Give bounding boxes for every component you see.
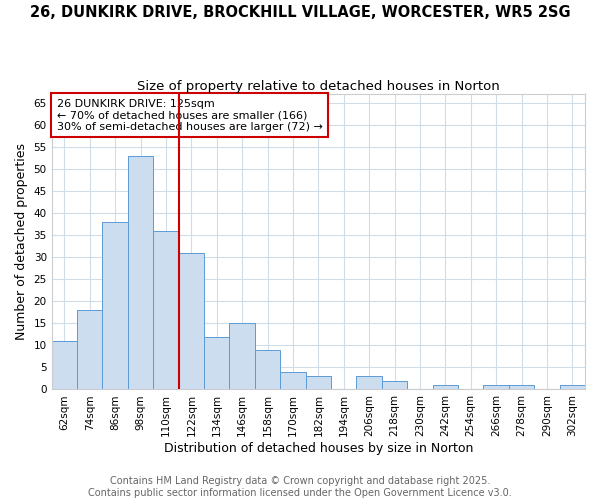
Bar	[280, 372, 305, 390]
Text: 26, DUNKIRK DRIVE, BROCKHILL VILLAGE, WORCESTER, WR5 2SG: 26, DUNKIRK DRIVE, BROCKHILL VILLAGE, WO…	[29, 5, 571, 20]
Bar	[356, 376, 382, 390]
Bar	[382, 380, 407, 390]
Text: 26 DUNKIRK DRIVE: 125sqm
← 70% of detached houses are smaller (166)
30% of semi-: 26 DUNKIRK DRIVE: 125sqm ← 70% of detach…	[57, 98, 323, 132]
Bar	[179, 253, 204, 390]
Bar	[433, 385, 458, 390]
Y-axis label: Number of detached properties: Number of detached properties	[15, 144, 28, 340]
Bar	[305, 376, 331, 390]
Bar	[229, 324, 255, 390]
Bar	[52, 341, 77, 390]
Bar	[484, 385, 509, 390]
Bar	[509, 385, 534, 390]
Bar	[77, 310, 103, 390]
Bar	[153, 231, 179, 390]
Bar	[560, 385, 585, 390]
Title: Size of property relative to detached houses in Norton: Size of property relative to detached ho…	[137, 80, 500, 93]
Text: Contains HM Land Registry data © Crown copyright and database right 2025.
Contai: Contains HM Land Registry data © Crown c…	[88, 476, 512, 498]
Bar	[255, 350, 280, 390]
Bar	[128, 156, 153, 390]
X-axis label: Distribution of detached houses by size in Norton: Distribution of detached houses by size …	[164, 442, 473, 455]
Bar	[204, 336, 229, 390]
Bar	[103, 222, 128, 390]
